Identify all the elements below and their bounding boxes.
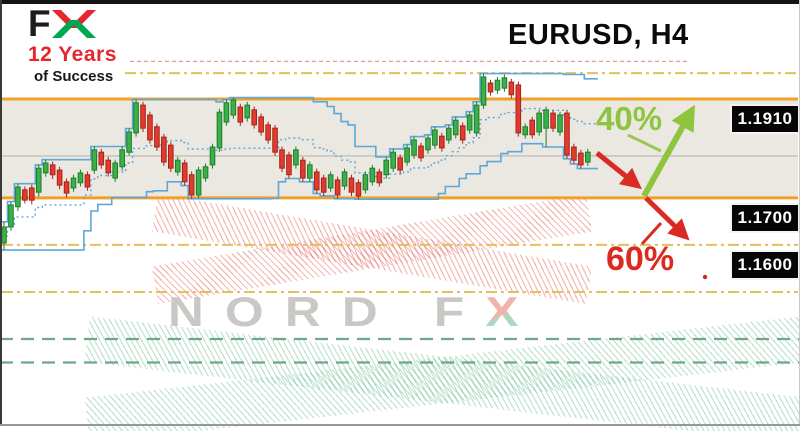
logo-letter-f: F	[28, 3, 51, 44]
watermark-nordfx-gray: NORD F	[168, 288, 486, 335]
logo-x-icon	[51, 10, 96, 38]
probability-label-down: 60%	[606, 240, 675, 278]
watermark-nordfx: NORD FX	[168, 288, 540, 336]
watermark-nordfx-x: X	[485, 288, 540, 335]
brand-logo-fx: F	[28, 3, 117, 44]
price-tag-1-1700: 1.1700	[730, 202, 800, 233]
logo-tagline-success: of Success	[34, 68, 114, 85]
probability-label-up: 40%	[596, 100, 663, 137]
price-tag-1-1600: 1.1600	[730, 249, 800, 280]
brand-logo: F 12 Years of Success	[28, 3, 117, 85]
frame-border-bottom	[0, 424, 800, 426]
logo-tagline-years: 12 Years	[28, 43, 117, 66]
frame-border-left	[0, 0, 2, 425]
price-tag-1-1910: 1.1910	[730, 104, 800, 134]
chart-title: EURUSD, H4	[508, 19, 689, 51]
frame-border-top	[0, 0, 800, 4]
